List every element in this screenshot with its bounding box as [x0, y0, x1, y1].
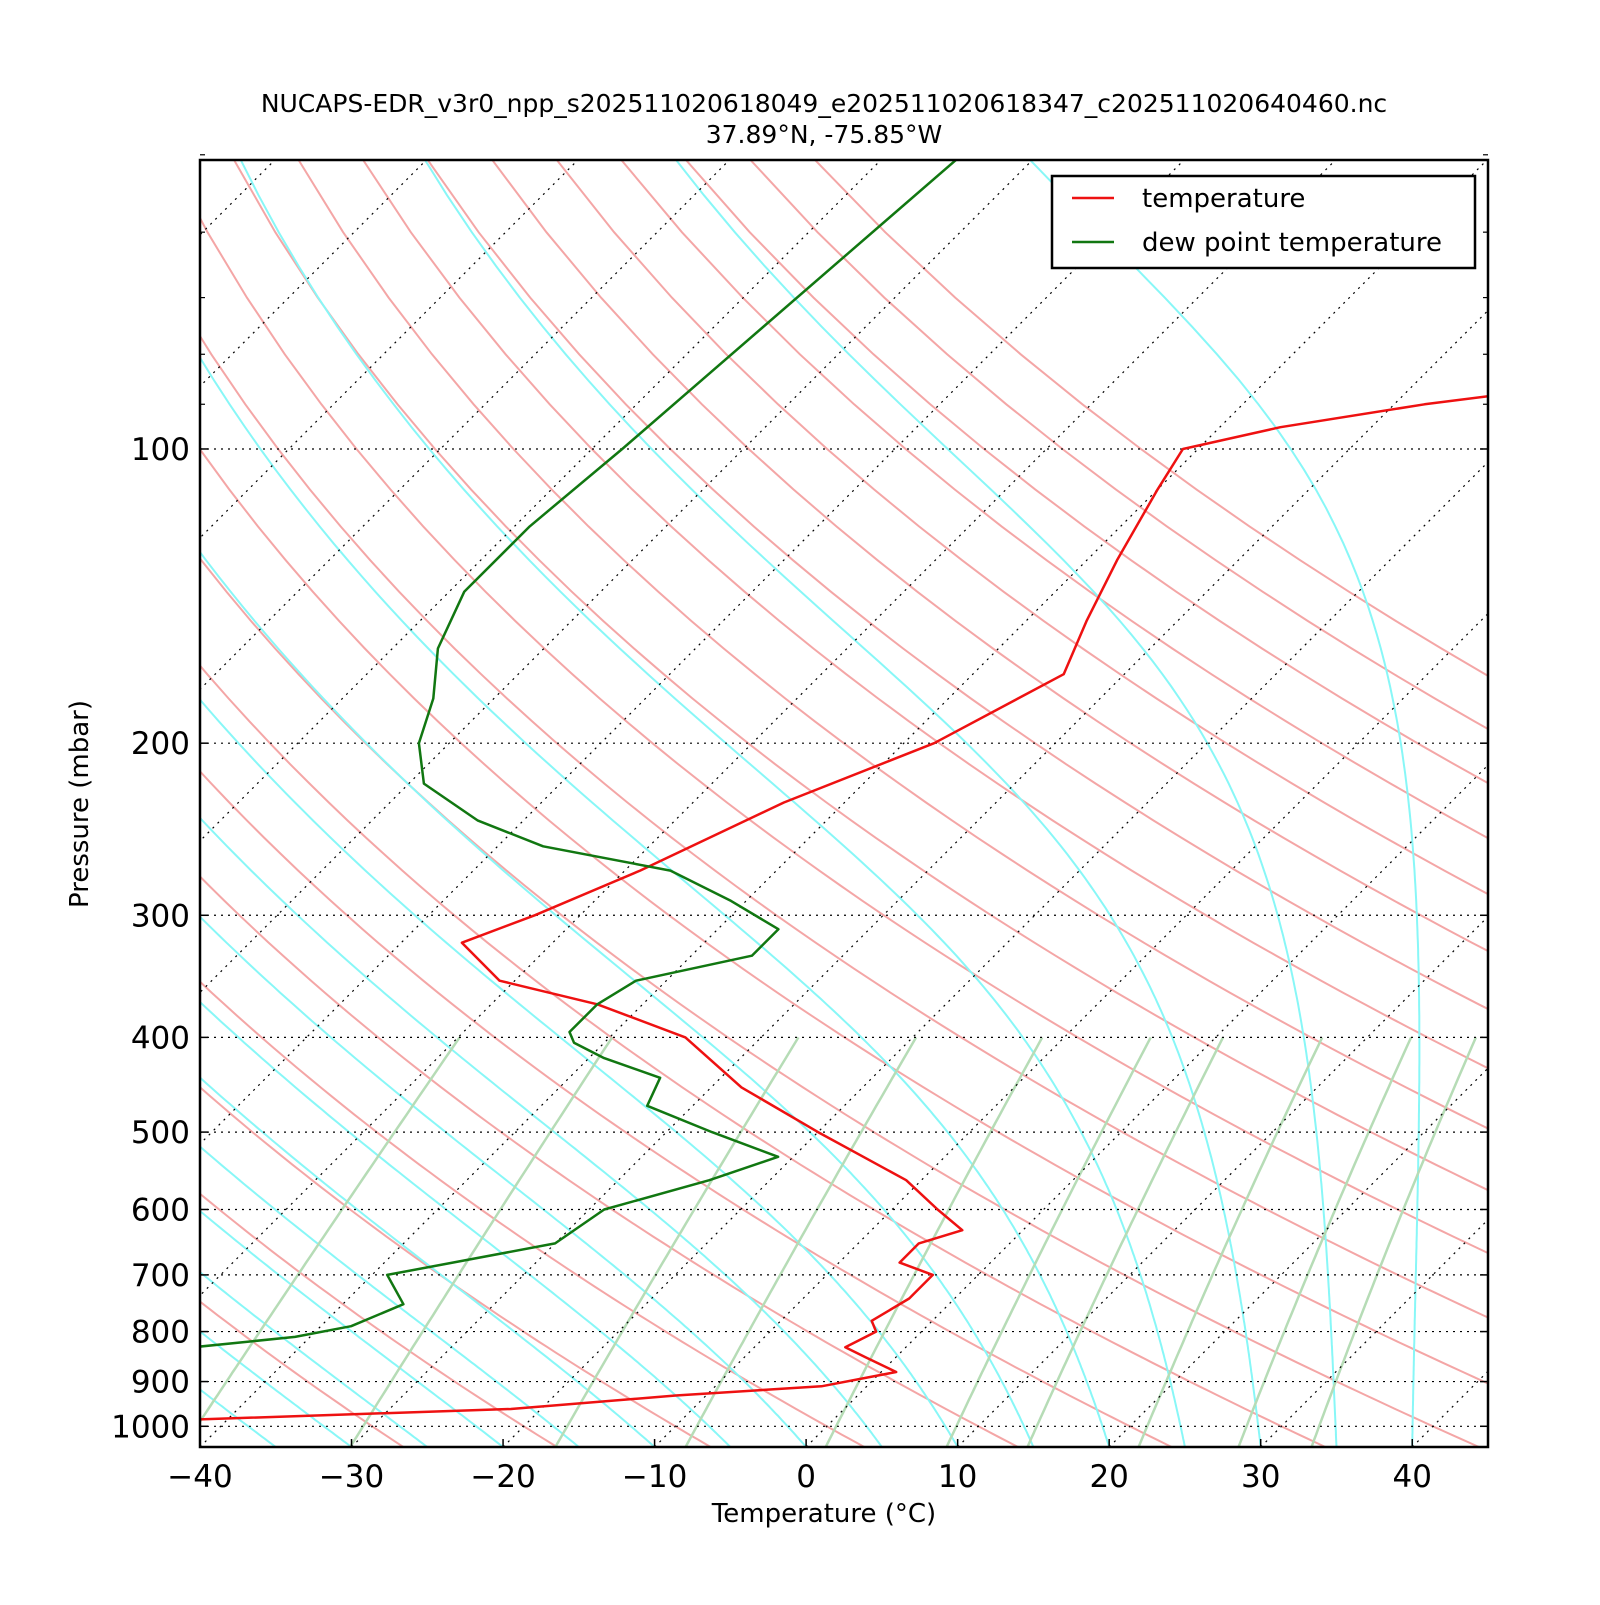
dry-adiabat — [361, 160, 1488, 1070]
dry-adiabat — [426, 160, 1488, 1011]
dry-adiabat — [555, 160, 1488, 896]
dewpoint-line — [200, 160, 958, 1348]
axes: −40 −30 −20 −10 0 10 20 30 40 100 200 300 400 500 600 7… — [111, 154, 1490, 1495]
y-axis-label: Pressure (mbar) — [65, 700, 95, 908]
dry-adiabat — [200, 334, 1488, 1319]
dry-adiabat — [200, 215, 1488, 1255]
dry-adiabat — [491, 160, 1488, 953]
temperature-line — [200, 394, 1488, 1421]
dry-adiabat — [297, 160, 1488, 1130]
y-tick-label: 300 — [131, 898, 190, 934]
legend-box — [1050, 174, 1477, 270]
mixing-ratio-line — [1237, 1036, 1413, 1447]
y-tick-label: 100 — [131, 432, 190, 468]
dry-adiabat — [200, 447, 1488, 1385]
dry-adiabat — [200, 1300, 404, 1447]
y-tick-label: 1000 — [111, 1409, 190, 1445]
dry-adiabat — [620, 160, 1488, 840]
y-tick-label: 200 — [131, 726, 190, 762]
plot-frame — [198, 158, 1490, 1449]
mixing-ratio-line — [684, 1036, 918, 1447]
moist-adiabat — [200, 1270, 428, 1447]
x-tick-label: −10 — [622, 1459, 687, 1495]
moist-adiabat — [674, 160, 1338, 1447]
legend-dewpoint-label: dew point temperature — [1142, 228, 1442, 258]
y-tick-label: 900 — [131, 1365, 190, 1401]
chart-subtitle: 37.89°N, -75.85°W — [706, 120, 942, 149]
mixing-ratio-line — [554, 1036, 800, 1447]
mixing-ratio-line — [1137, 1036, 1324, 1447]
x-tick-label: −30 — [319, 1459, 384, 1495]
x-tick-label: −20 — [470, 1459, 535, 1495]
dry-adiabat — [200, 769, 1173, 1447]
legend-temperature-label: temperature — [1142, 184, 1305, 214]
x-tick-label: 0 — [796, 1459, 816, 1495]
chart-title: NUCAPS-EDR_v3r0_npp_s202511020618049_e20… — [261, 89, 1387, 118]
x-tick-label: 20 — [1089, 1459, 1128, 1495]
data-lines — [200, 160, 1488, 1421]
x-tick-label: 40 — [1393, 1459, 1432, 1495]
moist-adiabat — [423, 160, 1262, 1447]
moist-adiabat — [200, 816, 883, 1447]
y-tick-label: 400 — [131, 1020, 190, 1056]
dry-adiabat — [200, 664, 1326, 1447]
dry-adiabat — [200, 1085, 712, 1447]
moist-adiabat — [200, 1330, 353, 1447]
x-tick-label: −40 — [167, 1459, 232, 1495]
y-tick-label: 500 — [131, 1115, 190, 1151]
moist-adiabat — [200, 1000, 732, 1447]
moist-adiabat — [200, 1145, 580, 1447]
dry-adiabat — [200, 1192, 558, 1447]
moist-adiabat — [200, 1209, 504, 1447]
moist-adiabat — [200, 355, 1111, 1447]
moist-adiabat — [200, 550, 1035, 1447]
y-tick-label: 800 — [131, 1315, 190, 1351]
moist-adiabat — [200, 1076, 656, 1447]
moist-adiabat — [200, 915, 807, 1447]
x-tick-label: 30 — [1241, 1459, 1280, 1495]
legend: temperature dew point temperature — [1050, 174, 1477, 270]
x-tick-label: 10 — [938, 1459, 977, 1495]
mixing-ratio-line — [824, 1036, 1044, 1447]
mixing-ratio-line — [1310, 1036, 1478, 1447]
mixing-ratio-line — [1026, 1036, 1225, 1447]
mixing-ratio-line — [200, 1036, 461, 1424]
dry-adiabat — [684, 160, 1488, 785]
mixing-ratio-line — [349, 1036, 614, 1447]
y-tick-label: 600 — [131, 1192, 190, 1228]
moist-adiabat — [200, 698, 959, 1447]
x-axis-label: Temperature (°C) — [711, 1499, 936, 1529]
y-tick-label: 700 — [131, 1258, 190, 1294]
dry-adiabat — [232, 160, 1488, 1192]
mixing-ratio-line — [945, 1036, 1152, 1447]
